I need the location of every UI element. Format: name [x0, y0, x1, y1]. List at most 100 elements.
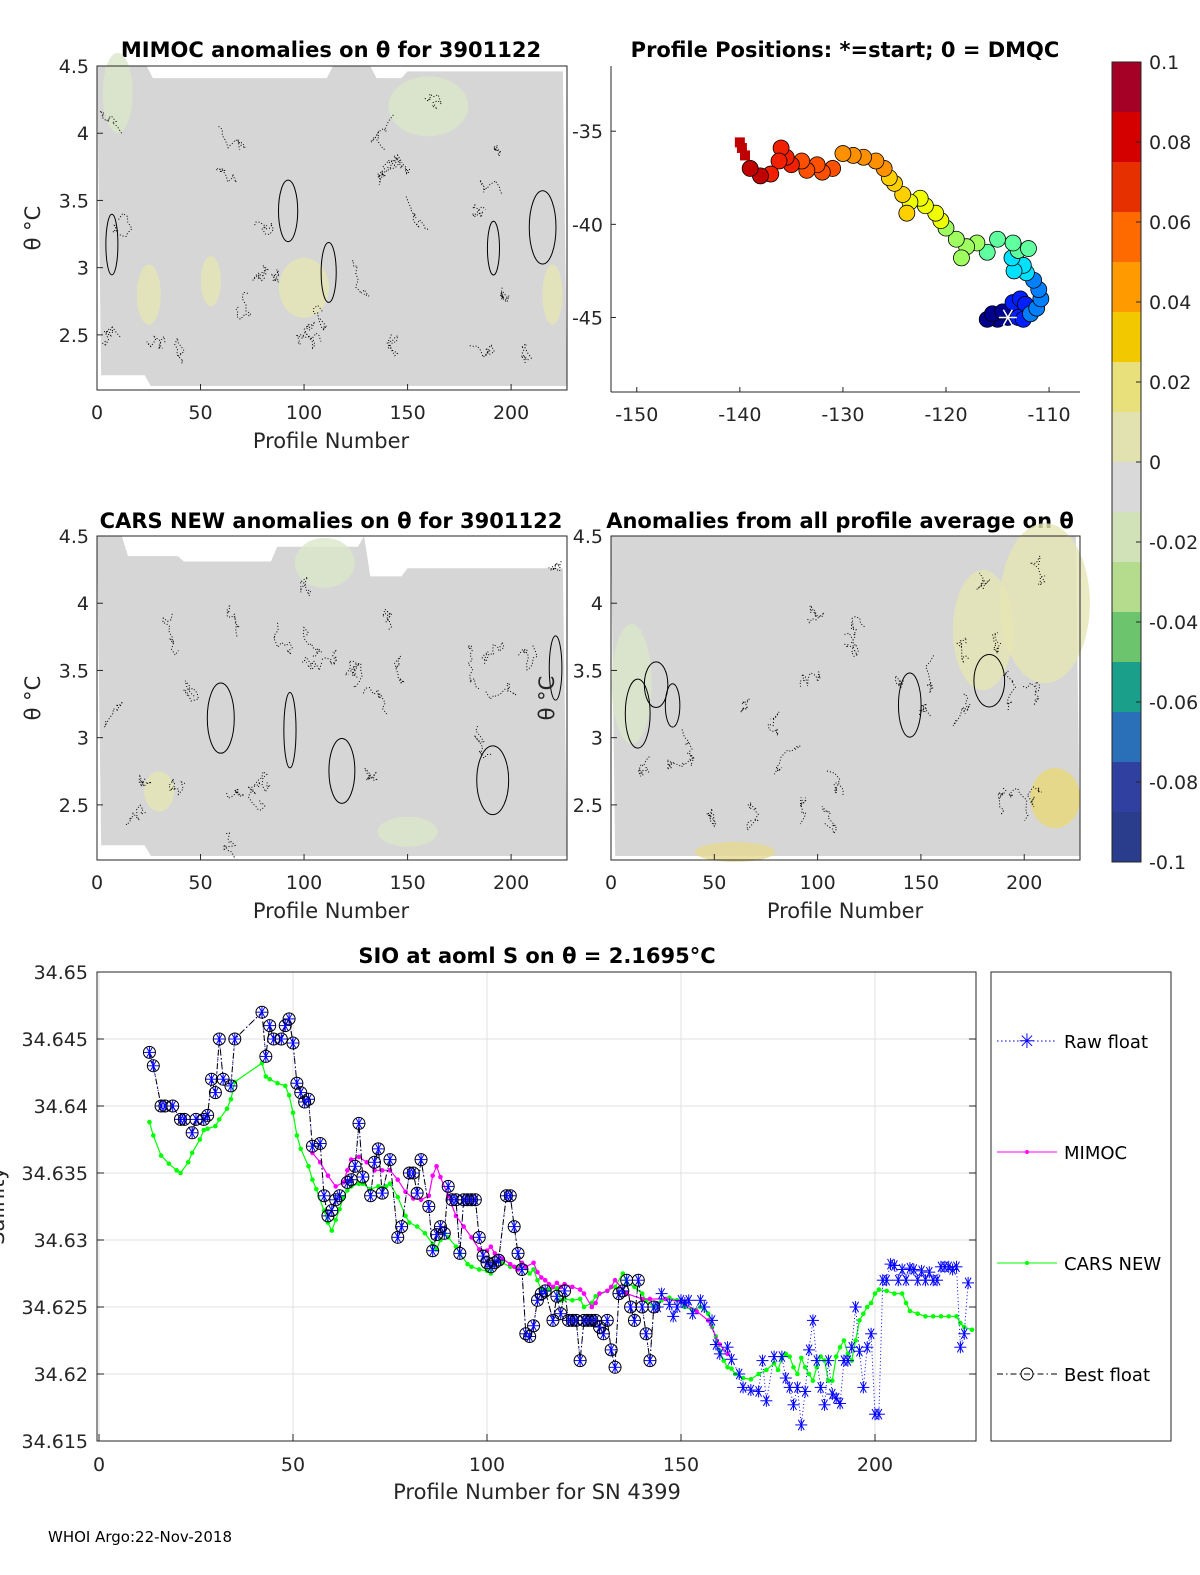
cars-new-point: [958, 1320, 963, 1326]
cars-new-point: [216, 1117, 222, 1122]
panel4-xlabel: Profile Number: [767, 899, 924, 923]
cars-new-point: [938, 1314, 944, 1319]
best-float-point: [348, 1159, 362, 1173]
cars-new-point: [667, 1295, 672, 1300]
cars-new-point: [845, 1351, 851, 1357]
contour-line-solid: [206, 682, 235, 754]
cars-new-point: [756, 1371, 761, 1377]
mimoc-point: [554, 1280, 560, 1286]
y-tick-label: -45: [572, 307, 603, 329]
colorbar-segment: [1112, 845, 1141, 863]
anomaly-patch: [999, 523, 1090, 684]
y-tick-label: 4: [591, 593, 603, 615]
best-float-point: [185, 1126, 199, 1140]
x-tick-label: 100: [286, 402, 322, 424]
cars-new-point: [725, 1365, 730, 1370]
contour-line-dotted: [218, 125, 246, 150]
cars-new-point: [915, 1311, 920, 1316]
raw-float-point: [958, 1327, 971, 1340]
best-float-point: [329, 1193, 343, 1207]
colorbar-segment: [1112, 528, 1141, 546]
mimoc-point: [345, 1168, 350, 1173]
best-float-point: [282, 1012, 296, 1026]
profile-position-marker: [947, 230, 965, 248]
cars-new-point: [857, 1318, 862, 1323]
mimoc-point: [593, 1300, 598, 1306]
cars-new-point: [748, 1377, 754, 1382]
raw-float-point: [283, 1012, 296, 1025]
best-float-point: [197, 1112, 211, 1126]
panel5-xlabel: Profile Number for SN 4399: [393, 1480, 681, 1504]
x-tick-label: 150: [389, 402, 425, 424]
raw-float-point: [224, 1079, 237, 1092]
x-tick-label: -110: [1028, 404, 1071, 426]
cars-new-point: [954, 1314, 959, 1319]
contour-line-solid: [624, 678, 651, 749]
anomaly-patch: [952, 570, 1013, 691]
raw-float-point: [422, 1200, 435, 1213]
colorbar-segment: [1112, 695, 1141, 713]
colorbar-segment: [1112, 262, 1141, 280]
raw-float-point: [744, 1384, 757, 1397]
colorbar-segment: [1112, 395, 1141, 413]
cars-new-point: [826, 1378, 831, 1383]
raw-float-point: [601, 1314, 614, 1327]
cars-new-point: [802, 1365, 808, 1370]
plot-layer: 0 50 100 150 200 2.5 3 3.5 4 4.5 0 50 100 150 200 2.5 3 3…: [22, 52, 1199, 1476]
best-float-point: [437, 1226, 451, 1240]
cars-new-point: [345, 1188, 350, 1193]
best-float-point: [212, 1032, 226, 1046]
best-float-point: [158, 1099, 172, 1113]
raw-float-point: [880, 1274, 893, 1287]
cars-new-point: [298, 1146, 304, 1152]
best-float-point: [519, 1327, 533, 1341]
best-float-point: [554, 1307, 568, 1321]
raw-float-point: [896, 1263, 909, 1276]
best-float-point: [534, 1287, 548, 1301]
cars-new-point: [174, 1168, 179, 1173]
x-tick-label: 50: [281, 1454, 305, 1476]
raw-float-point: [527, 1319, 540, 1332]
mimoc-point: [325, 1173, 331, 1178]
raw-float-point: [372, 1142, 385, 1155]
cars-new-point: [263, 1074, 269, 1079]
colorbar-tick-label: -0.08: [1149, 772, 1198, 794]
profile-position-marker: [953, 249, 970, 267]
colorbar-segment: [1112, 378, 1141, 396]
y-tick-label: 2.5: [59, 795, 89, 817]
x-tick-label: 50: [702, 872, 726, 894]
best-float-point: [585, 1313, 599, 1327]
raw-float-point: [636, 1301, 649, 1313]
best-float-point: [189, 1112, 203, 1126]
cars-new-point: [861, 1311, 866, 1316]
cars-new-point: [469, 1264, 474, 1270]
y-tick-label: 3: [77, 728, 89, 750]
mimoc-point: [511, 1264, 517, 1270]
cars-new-point: [306, 1164, 311, 1169]
best-float-point: [298, 1095, 312, 1109]
contour-line-dotted: [773, 745, 801, 775]
raw-float-point: [900, 1274, 913, 1287]
cars-new-point: [185, 1159, 191, 1165]
mimoc-point: [612, 1277, 618, 1283]
cars-new-point: [639, 1291, 645, 1296]
contour-line-dotted: [376, 169, 386, 185]
contour-line-dotted: [1022, 680, 1041, 706]
contour-line-solid: [320, 241, 337, 303]
anomaly-patch: [102, 52, 133, 133]
start-asterisk-icon: [1002, 309, 1013, 326]
colorbar-segment: [1112, 195, 1141, 213]
colorbar-segment: [1112, 345, 1141, 363]
raw-float-point: [508, 1220, 521, 1233]
cars-new-point: [294, 1133, 300, 1138]
raw-float-point: [768, 1350, 781, 1363]
best-float-point: [558, 1284, 572, 1298]
legend-raw-float: ✳ Raw float: [997, 1029, 1148, 1053]
x-tick-label: 200: [1006, 872, 1042, 894]
mimoc-point: [539, 1275, 544, 1280]
x-tick-label: 100: [469, 1454, 505, 1476]
best-float-point: [224, 1079, 238, 1093]
colorbar-segment: [1112, 595, 1141, 613]
contour-line-dotted: [843, 632, 861, 657]
colorbar-segment: [1112, 778, 1141, 796]
